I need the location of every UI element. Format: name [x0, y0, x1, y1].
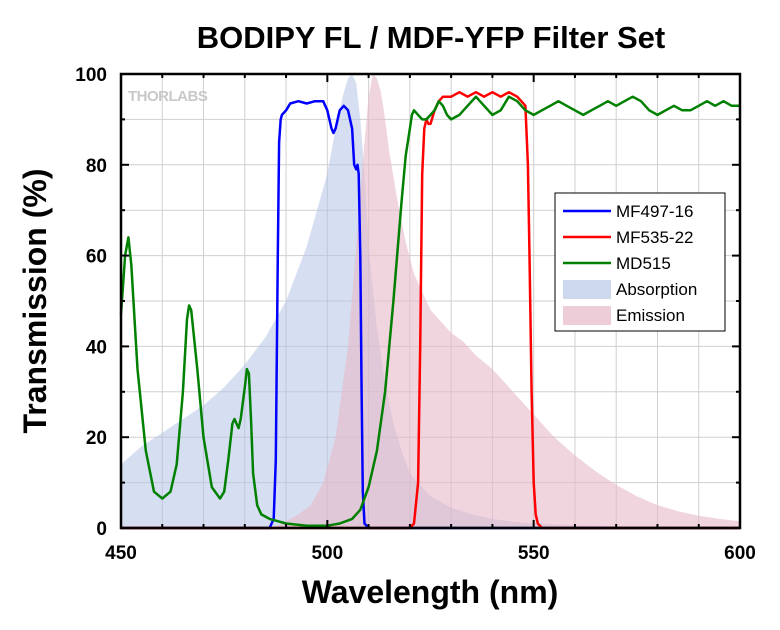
axis-ticks	[120, 73, 741, 529]
line-mf535-22	[121, 90, 740, 530]
legend-label-mf535-22: MF535-22	[616, 228, 693, 247]
legend-swatch-absorption	[563, 280, 611, 299]
legend-swatch-emission	[563, 306, 611, 325]
y-axis-title: Transmission (%)	[17, 169, 53, 434]
tick-labels: 450 500 550 600 0 20 40 60 80 100	[75, 65, 756, 564]
x-tick-label: 550	[518, 543, 550, 564]
y-tick-label: 100	[75, 65, 107, 86]
line-md515	[119, 95, 740, 527]
x-tick-label: 500	[311, 543, 343, 564]
legend-label-md515: MD515	[616, 254, 671, 273]
area-emission	[121, 74, 740, 528]
legend-label-absorption: Absorption	[616, 280, 697, 299]
legend-label-emission: Emission	[616, 306, 685, 325]
x-axis-title: Wavelength (nm)	[302, 574, 559, 610]
y-tick-label: 0	[96, 519, 107, 540]
line-mf497-16	[121, 99, 740, 530]
y-tick-label: 40	[86, 337, 107, 358]
legend-label-mf497-16: MF497-16	[616, 202, 693, 221]
y-tick-label: 80	[86, 156, 107, 177]
x-tick-label: 600	[724, 543, 756, 564]
chart-title: BODIPY FL / MDF-YFP Filter Set	[197, 20, 666, 55]
watermark-logo: THORLABS	[128, 88, 208, 105]
y-tick-label: 20	[86, 428, 107, 449]
line-series	[119, 90, 740, 530]
legend: MF497-16 MF535-22 MD515 Absorption Emission	[554, 192, 726, 332]
x-tick-label: 450	[105, 543, 137, 564]
y-tick-label: 60	[86, 247, 107, 268]
